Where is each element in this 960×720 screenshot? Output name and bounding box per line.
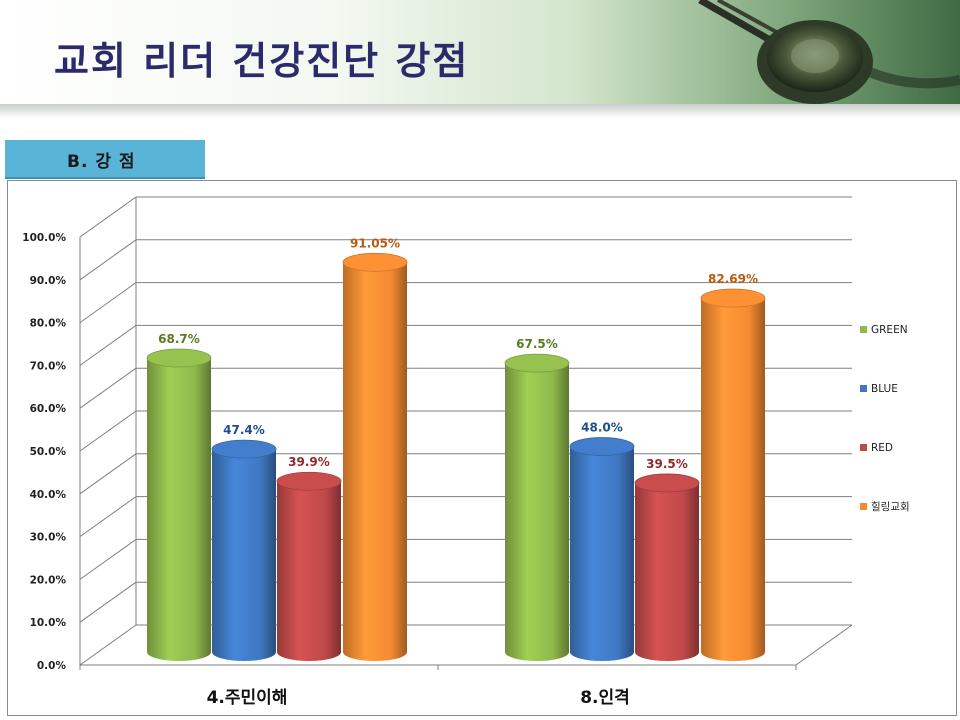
legend-swatch <box>860 503 867 510</box>
gridline-depth <box>79 282 137 324</box>
x-category-label: 8.인격 <box>580 688 630 708</box>
y-tick-label: 10.0% <box>30 617 67 629</box>
gridline-depth <box>79 496 137 538</box>
bar-top-BLUE-1 <box>569 437 635 456</box>
bar-BLUE-0 <box>212 449 276 661</box>
y-tick-label: 20.0% <box>30 574 67 586</box>
section-tab-label: B. 강 점 <box>67 152 136 172</box>
gridline-depth <box>79 324 137 366</box>
y-tick-label: 40.0% <box>30 489 67 501</box>
y-tick-label: 50.0% <box>30 446 67 458</box>
x-category-label: 4.주민이해 <box>207 688 288 708</box>
legend-label: BLUE <box>871 383 898 395</box>
bar-RED-0 <box>277 481 341 661</box>
y-tick-label: 90.0% <box>30 275 67 287</box>
bar-top-GREEN-0 <box>146 348 212 368</box>
y-tick-label: 100.0% <box>22 232 66 244</box>
legend-swatch <box>860 444 867 451</box>
header-divider <box>0 104 960 118</box>
data-label: 47.4% <box>223 423 265 437</box>
bar-top-힐링교회-0 <box>342 252 408 272</box>
y-tick-label: 80.0% <box>30 318 67 330</box>
gridline-depth <box>79 196 137 238</box>
page-title: 교회 리더 건강진단 강점 <box>54 39 470 83</box>
bar-top-힐링교회-1 <box>700 288 766 308</box>
legend-label: 힐링교회 <box>871 500 910 513</box>
data-label: 91.05% <box>350 236 400 250</box>
data-label: 67.5% <box>516 337 558 351</box>
legend-swatch <box>860 326 867 333</box>
section-tab: B. 강 점 <box>5 140 205 179</box>
data-label: 39.9% <box>288 455 330 469</box>
bar-힐링교회-1 <box>701 298 765 661</box>
gridline-depth <box>79 239 137 281</box>
bar-top-RED-1 <box>634 473 700 493</box>
bar-BLUE-1 <box>570 446 634 661</box>
gridline-depth <box>79 624 137 666</box>
bar-RED-1 <box>635 482 699 661</box>
gridline-depth <box>79 367 137 409</box>
y-tick-label: 70.0% <box>30 360 67 372</box>
y-tick-label: 0.0% <box>37 660 67 672</box>
bar-GREEN-1 <box>505 363 569 661</box>
legend-label: RED <box>871 442 893 454</box>
bar-힐링교회-0 <box>343 262 407 661</box>
bar-chart: 0.0% 10.0% 20.0% 30.0% 40.0% 50.0% 60.0% 70.0% 8… <box>22 196 910 708</box>
data-label: 68.7% <box>158 332 200 346</box>
gridline-depth <box>79 538 137 580</box>
chart-container: 0.0% 10.0% 20.0% 30.0% 40.0% 50.0% 60.0% 70.0% 8… <box>7 180 957 716</box>
bar-top-RED-0 <box>276 471 342 491</box>
data-label: 82.69% <box>708 272 758 286</box>
y-tick-label: 30.0% <box>30 532 67 544</box>
gridline-depth <box>79 453 137 495</box>
data-label: 39.5% <box>646 457 688 471</box>
stethoscope-image <box>698 0 960 104</box>
y-tick-label: 60.0% <box>30 403 67 415</box>
gridline-depth <box>79 581 137 623</box>
bar-top-BLUE-0 <box>211 439 277 459</box>
legend-swatch <box>860 385 867 392</box>
data-label: 48.0% <box>581 421 623 435</box>
floor-right-edge <box>795 624 853 666</box>
gridline-depth <box>79 410 137 452</box>
bar-GREEN-0 <box>147 357 211 661</box>
bar-top-GREEN-1 <box>504 353 570 373</box>
legend-label: GREEN <box>871 324 908 336</box>
